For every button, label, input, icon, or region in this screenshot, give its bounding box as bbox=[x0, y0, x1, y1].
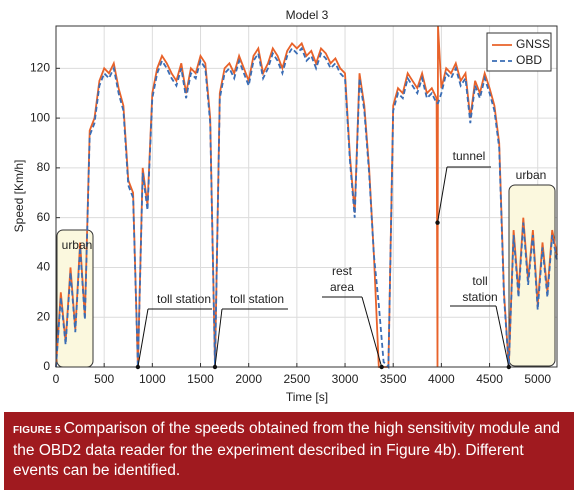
annotation-leader bbox=[137, 308, 149, 368]
event-box bbox=[508, 184, 556, 367]
y-tick-label: 80 bbox=[37, 160, 51, 174]
x-tick-label: 4000 bbox=[428, 372, 455, 386]
annotation-point bbox=[506, 364, 512, 370]
y-tick-label: 20 bbox=[37, 309, 51, 323]
annotation-leader bbox=[361, 296, 383, 368]
y-tick-label: 40 bbox=[37, 260, 51, 274]
y-tick-label: 100 bbox=[30, 110, 50, 124]
y-tick-label: 60 bbox=[37, 210, 51, 224]
chart: Model 3 Time [s] Speed [Km/h] 0 20 40 60 80 1… bbox=[12, 8, 558, 404]
annotation-text: tunnel bbox=[453, 149, 486, 163]
annotation-text: station bbox=[462, 290, 497, 304]
legend-label: GNSS bbox=[516, 37, 550, 51]
annotation-text: toll station bbox=[157, 292, 211, 306]
x-tick-label: 2500 bbox=[284, 372, 311, 386]
legend-box bbox=[486, 32, 552, 72]
annotation-text: toll bbox=[472, 274, 487, 288]
annotation-point bbox=[435, 220, 440, 225]
y-axis-label: Speed [Km/h] bbox=[12, 160, 26, 233]
annotation-point bbox=[135, 364, 141, 370]
x-tick-label: 1000 bbox=[139, 372, 166, 386]
annotation-point bbox=[379, 364, 384, 370]
chart-title: Model 3 bbox=[286, 8, 329, 22]
x-tick-label: 2000 bbox=[235, 372, 262, 386]
x-tick-label: 3500 bbox=[380, 372, 407, 386]
x-tick-label: 0 bbox=[53, 372, 60, 386]
x-tick-label: 500 bbox=[94, 372, 114, 386]
legend-label: OBD bbox=[516, 53, 542, 67]
plot-background bbox=[56, 26, 557, 367]
annotation-text: toll station bbox=[230, 292, 284, 306]
legend: GNSS OBD bbox=[486, 32, 552, 72]
y-tick-label: 120 bbox=[30, 60, 50, 74]
annotation-text: rest bbox=[332, 264, 353, 278]
figure-caption: FIGURE 5 Comparison of the speeds obtaine… bbox=[4, 412, 574, 490]
x-tick-label: 5000 bbox=[524, 372, 551, 386]
y-tick-label: 0 bbox=[43, 359, 50, 373]
annotation-text: area bbox=[330, 280, 354, 294]
annotation-leader bbox=[437, 166, 448, 223]
x-axis-label: Time [s] bbox=[286, 390, 328, 404]
annotation-text: urban bbox=[516, 168, 547, 182]
caption-text: Comparison of the speeds obtained from t… bbox=[13, 420, 561, 479]
x-tick-label: 1500 bbox=[187, 372, 214, 386]
x-tick-label: 3000 bbox=[332, 372, 359, 386]
annotation-leader bbox=[495, 305, 510, 368]
annotation-point bbox=[212, 364, 218, 370]
x-tick-label: 4500 bbox=[476, 372, 503, 386]
plot-frame bbox=[55, 25, 558, 368]
annotation-leader bbox=[214, 308, 223, 368]
caption-label: FIGURE 5 bbox=[13, 425, 61, 436]
annotation-text: urban bbox=[62, 238, 93, 252]
